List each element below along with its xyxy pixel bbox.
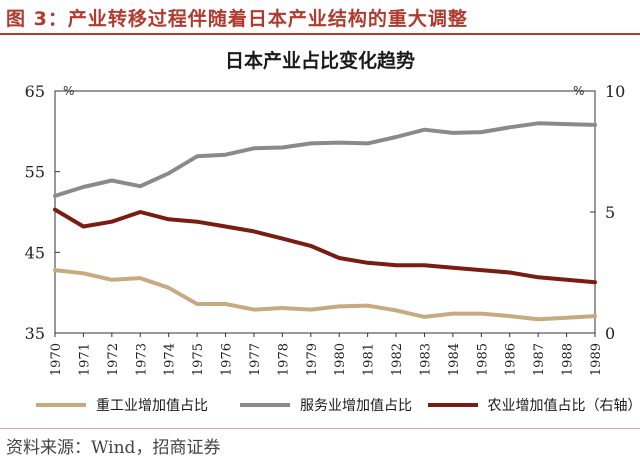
y-left-tick-label: 35 (25, 324, 45, 343)
legend-label-agri: 农业增加值占比（右轴） (487, 398, 640, 414)
legend-item-heavy: 重工业增加值占比 (36, 395, 208, 415)
y-left-unit: % (63, 84, 74, 98)
x-tick-label: 1987 (532, 343, 547, 376)
x-tick-label: 1971 (77, 343, 92, 376)
x-tick-label: 1983 (418, 343, 433, 376)
x-tick-label: 1976 (220, 343, 235, 376)
source-rule (0, 428, 640, 429)
x-tick-label: 1980 (333, 343, 348, 376)
series-line-services (53, 121, 597, 198)
y-right-tick-label: 5 (605, 203, 615, 222)
y-right-tick-label: 10 (605, 82, 625, 101)
legend-item-agri: 农业增加值占比（右轴） (428, 395, 640, 415)
legend-label-service: 服务业增加值占比 (300, 398, 412, 414)
y-left-tick-label: 55 (25, 163, 45, 182)
x-tick-label: 1970 (49, 343, 64, 376)
x-tick-label: 1975 (191, 343, 206, 376)
y-left-tick-label: 45 (25, 243, 45, 262)
x-tick-label: 1988 (561, 343, 576, 376)
legend-swatch-agri (428, 403, 478, 407)
x-tick-label: 1989 (589, 343, 604, 376)
x-tick-label: 1977 (248, 343, 263, 376)
series-line-agriculture (53, 207, 597, 285)
x-tick-label: 1981 (362, 343, 377, 376)
series-line-heavy-industry (53, 268, 597, 322)
source-note: 资料来源：Wind，招商证券 (6, 438, 221, 458)
x-tick-label: 1982 (390, 343, 405, 376)
x-tick-label: 1984 (447, 343, 462, 376)
legend-item-service: 服务业增加值占比 (240, 395, 412, 415)
x-tick-label: 1974 (163, 343, 178, 376)
legend-swatch-service (240, 403, 290, 407)
legend-label-heavy: 重工业增加值占比 (96, 398, 208, 414)
x-tick-label: 1973 (134, 343, 149, 376)
figure-title: 图 3：产业转移过程伴随着日本产业结构的重大调整 (6, 8, 468, 30)
y-right-tick-label: 0 (605, 324, 615, 343)
x-tick-label: 1979 (305, 343, 320, 376)
legend-swatch-heavy (36, 403, 86, 407)
chart-title: 日本产业占比变化趋势 (224, 50, 415, 72)
title-rule (0, 33, 640, 35)
y-right-unit: % (573, 84, 584, 98)
x-tick-label: 1972 (106, 343, 121, 376)
x-tick-label: 1978 (276, 343, 291, 376)
x-tick-label: 1985 (475, 343, 490, 376)
x-tick-label: 1986 (504, 343, 519, 376)
y-left-tick-label: 65 (25, 82, 45, 101)
